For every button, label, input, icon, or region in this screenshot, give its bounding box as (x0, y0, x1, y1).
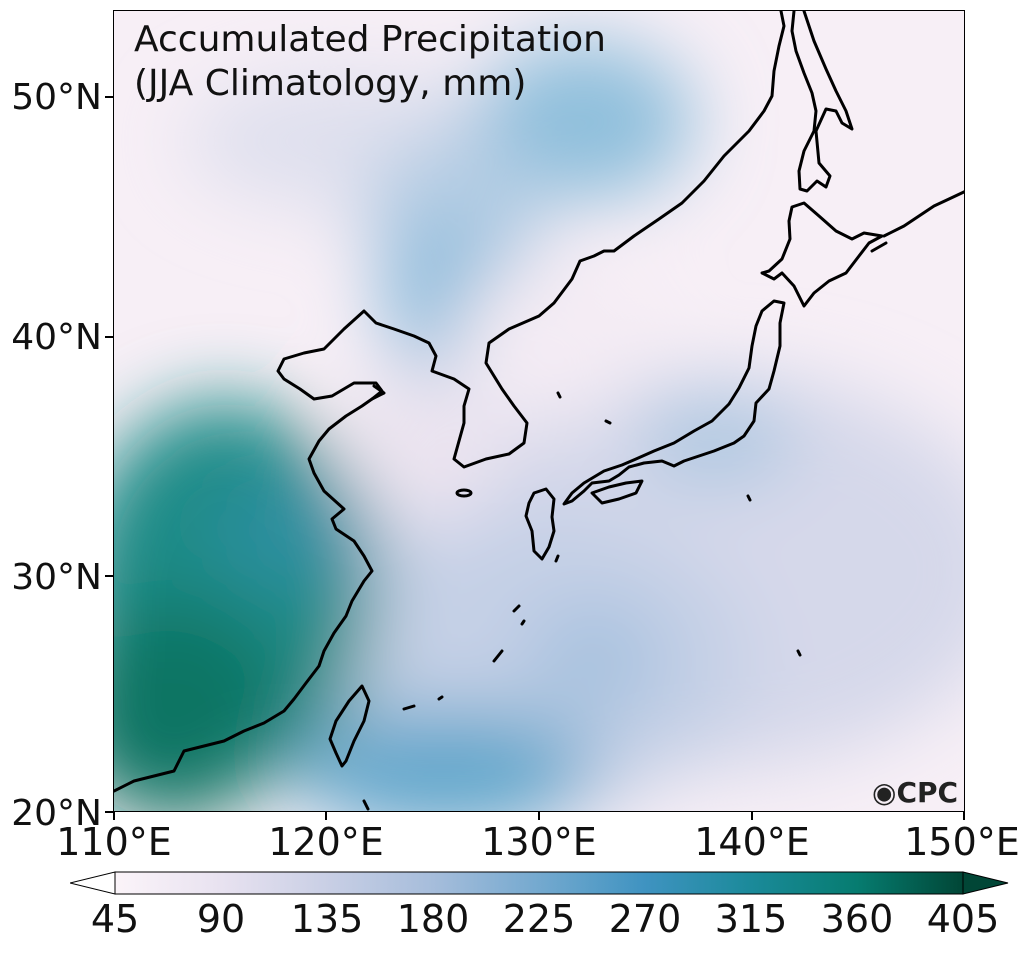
coast-kurils (882, 190, 964, 238)
lat-tick (105, 96, 113, 98)
colorbar-max-extend (962, 871, 1009, 895)
colorbar-tick-180: 180 (396, 897, 470, 941)
lon-label-110: 110°E (56, 820, 172, 864)
coast-sakhalin (790, 11, 854, 193)
coast-jeju (455, 488, 473, 498)
lat-label-50: 50°N (11, 77, 102, 118)
lon-label-150: 150°E (904, 820, 1020, 864)
coast-oki (604, 419, 612, 425)
map-title-line2: (JJA Climatology, mm) (134, 63, 527, 104)
coast-shikoku (590, 479, 644, 505)
lon-label-120: 120°E (268, 820, 384, 864)
cpc-logo: ◉CPC (872, 776, 958, 809)
coast-amami (520, 619, 526, 626)
coast-hachijo (746, 494, 752, 502)
colorbar-min-extend (70, 871, 116, 895)
coast-hokkaido (760, 201, 884, 308)
coast-shandong (370, 384, 386, 401)
lon-tick (963, 812, 965, 820)
colorbar-tick-135: 135 (290, 897, 364, 941)
lon-tick (113, 812, 115, 820)
coast-mainland (114, 11, 786, 793)
coast-taiwan (328, 684, 371, 768)
colorbar-gradient (114, 871, 964, 895)
coast-yaeyama (402, 704, 416, 711)
lat-tick (105, 575, 113, 577)
lat-label-30: 30°N (11, 557, 102, 598)
colorbar-tick-90: 90 (196, 897, 246, 941)
coast-kunashir (870, 241, 888, 253)
coast-small-island (362, 799, 370, 811)
coast-ulleung (556, 391, 562, 399)
lon-label-130: 130°E (481, 820, 597, 864)
coast-honshu (562, 299, 786, 506)
coast-kyushu (524, 487, 556, 561)
colorbar-tick-405: 405 (926, 897, 1000, 941)
coast-tanegashima (554, 554, 560, 563)
colorbar-tick-45: 45 (90, 897, 140, 941)
colorbar (70, 871, 1009, 895)
lon-tick (751, 812, 753, 820)
coast-ryukyu-1 (512, 604, 521, 613)
lon-label-140: 140°E (694, 820, 810, 864)
lat-tick (105, 811, 113, 813)
lat-label-20: 20°N (11, 793, 102, 834)
coast-miyako (437, 695, 444, 701)
lat-tick (105, 336, 113, 338)
colorbar-tick-225: 225 (502, 897, 576, 941)
coastlines (114, 11, 964, 811)
precipitation-map (113, 10, 965, 812)
colorbar-tick-270: 270 (608, 897, 682, 941)
colorbar-tick-360: 360 (820, 897, 894, 941)
cpc-logo-icon: ◉ (872, 776, 897, 809)
cpc-logo-text: CPC (896, 776, 959, 809)
coast-ogasawara (796, 649, 802, 657)
lon-tick (538, 812, 540, 820)
lat-label-40: 40°N (11, 317, 102, 358)
map-canvas (114, 11, 964, 811)
coast-ryukyu-2 (492, 649, 504, 663)
lon-tick (325, 812, 327, 820)
colorbar-tick-315: 315 (714, 897, 788, 941)
map-title-line1: Accumulated Precipitation (134, 19, 606, 60)
